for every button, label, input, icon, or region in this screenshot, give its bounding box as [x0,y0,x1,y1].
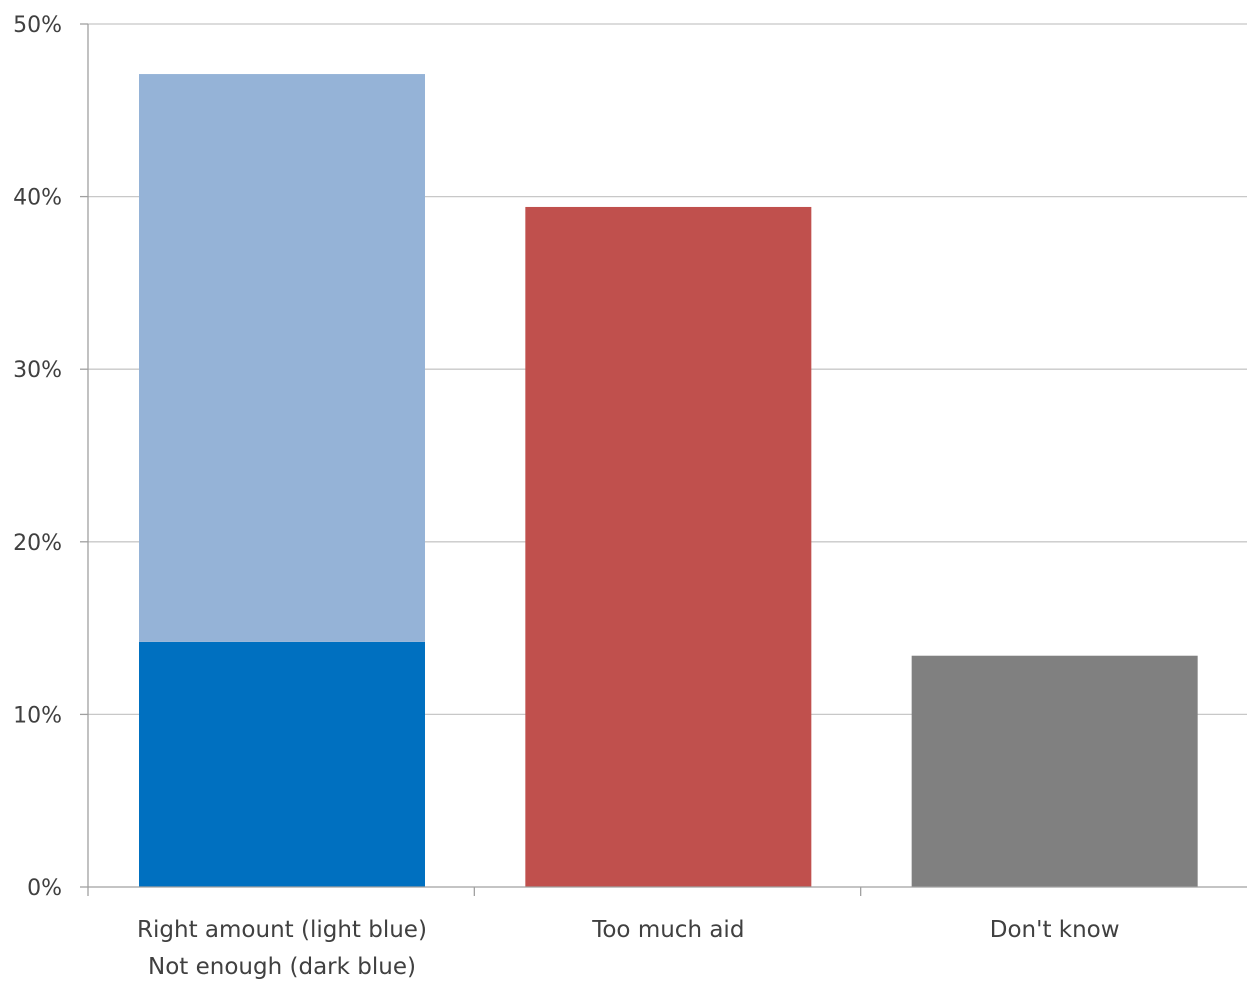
y-tick-label: 50% [13,13,62,38]
y-tick-label: 20% [13,531,62,556]
x-category-label: Not enough (dark blue) [148,954,416,980]
x-category-label: Don't know [990,917,1120,943]
bar-segment [911,655,1198,887]
x-category-label: Right amount (light blue) [137,917,427,943]
axes [80,23,1247,896]
y-tick-label: 10% [13,703,62,728]
y-tick-label: 30% [13,358,62,383]
y-tick-labels: 0% 10% 20% 30% 40% 50% [13,13,62,901]
x-tick-labels: Right amount (light blue) Not enough (dar… [137,917,1120,980]
y-tick-label: 0% [27,876,62,901]
bar-segment [139,641,425,887]
bars [139,74,1198,887]
x-category-label: Too much aid [591,917,744,943]
bar-segment [139,74,425,642]
y-tick-label: 40% [13,186,62,211]
bar-segment [525,206,812,887]
